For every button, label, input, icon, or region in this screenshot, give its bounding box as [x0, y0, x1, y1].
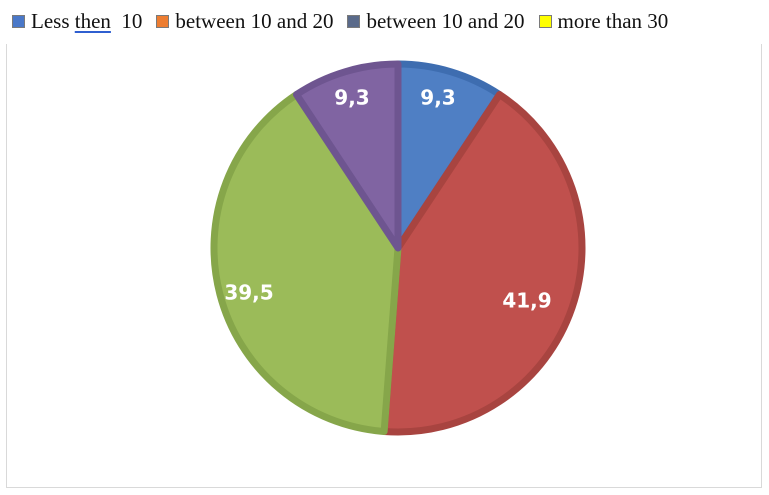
legend-swatch-3: [347, 14, 361, 28]
legend-swatch-4: [538, 14, 552, 28]
legend-swatch-2: [156, 14, 170, 28]
legend-label-2: between 10 and 20: [175, 8, 334, 33]
slice-label-1: 9,3: [420, 86, 455, 110]
chart-frame: [6, 44, 762, 488]
legend-swatch-1: [12, 14, 25, 28]
legend: Less then 10 between 10 and 20 between 1…: [12, 6, 668, 36]
slice-label-3: 39,5: [224, 281, 273, 305]
legend-item-between-10-and-20-a: between 10 and 20: [156, 8, 334, 33]
pie-slice-1: [394, 60, 504, 252]
legend-label-1-part-2: then: [74, 8, 111, 33]
legend-label-1: Less then 10: [31, 8, 143, 33]
legend-item-more-than-30: more than 30: [538, 8, 669, 33]
pie-slice-4: [292, 60, 402, 252]
slice-label-4: 9,3: [334, 86, 369, 110]
legend-label-1-part-1: Less: [31, 8, 75, 33]
legend-label-4: more than 30: [557, 8, 669, 33]
legend-item-less-then-10: Less then 10: [12, 8, 143, 33]
legend-item-between-10-and-20-b: between 10 and 20: [347, 8, 525, 33]
slice-label-2: 41,9: [502, 289, 551, 313]
legend-label-3: between 10 and 20: [366, 8, 525, 33]
legend-label-1-part-3: 10: [110, 8, 143, 33]
pie-slice-2: [380, 91, 586, 436]
